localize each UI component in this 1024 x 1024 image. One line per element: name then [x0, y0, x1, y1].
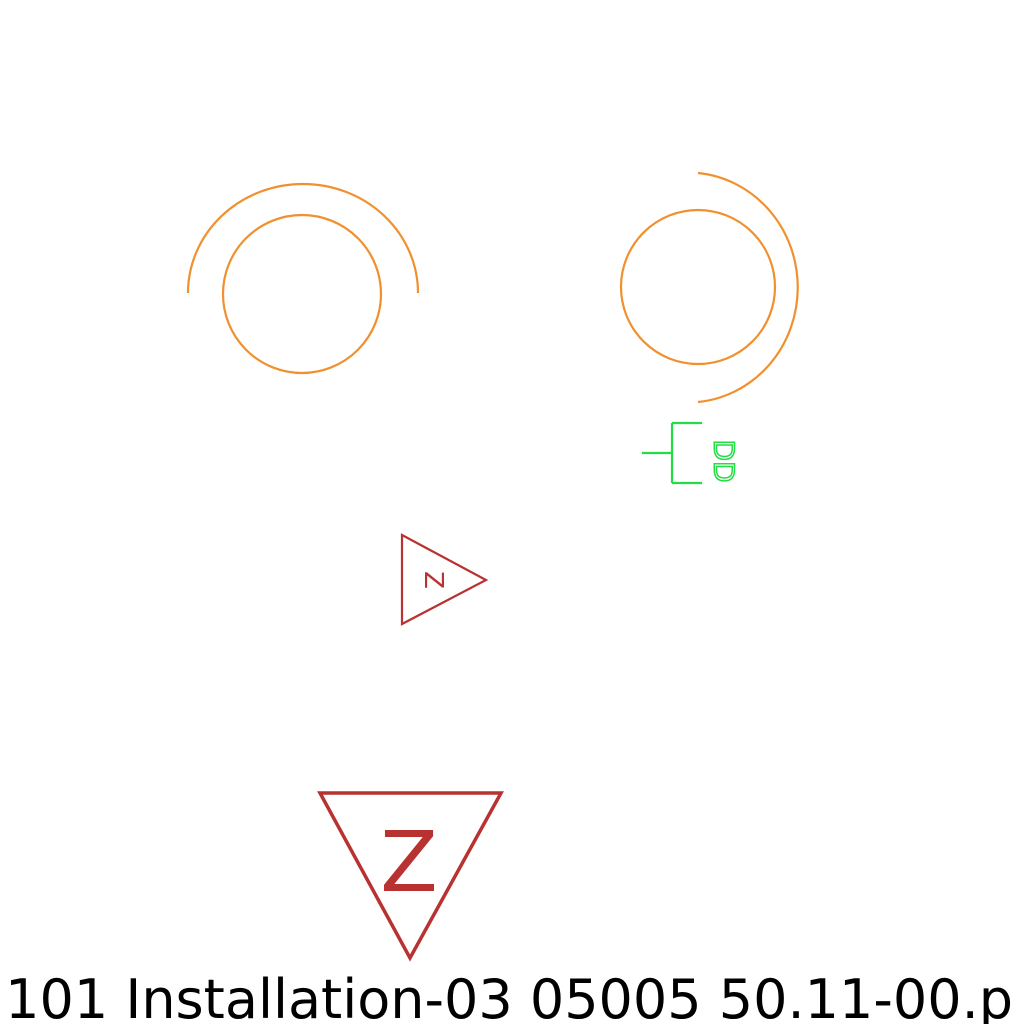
left-inner-circle: [221, 213, 383, 375]
left-circle-symbol: [186, 182, 420, 375]
drawing-caption: .101 Installation-03 05005 50.11-00.p: [0, 968, 1013, 1024]
large-triangle-symbol: Z: [317, 791, 504, 962]
small-triangle-letter: Z: [418, 571, 448, 589]
connector-symbol: DD: [642, 421, 741, 485]
large-triangle-outline: [317, 791, 504, 962]
right-outer-arc: [697, 171, 799, 404]
small-triangle-symbol: Z: [400, 533, 489, 626]
small-triangle-outline: [400, 533, 489, 626]
left-outer-arc: [186, 182, 420, 294]
connector-label: DD: [708, 439, 741, 482]
large-triangle-letter: Z: [380, 813, 438, 911]
right-inner-circle: [619, 208, 777, 366]
right-circle-symbol: [619, 171, 799, 404]
